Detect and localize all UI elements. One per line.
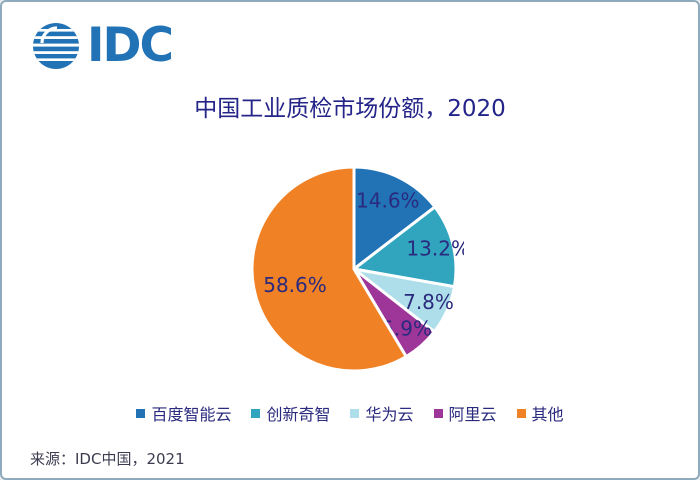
legend-label-3: 阿里云 bbox=[448, 405, 497, 424]
legend-label-4: 其他 bbox=[531, 405, 564, 424]
legend-swatch-1 bbox=[251, 409, 261, 418]
pie-slice-4 bbox=[250, 165, 408, 373]
idc-logo: IDC bbox=[32, 18, 174, 73]
legend-label-1: 创新奇智 bbox=[266, 405, 331, 424]
legend-label-0: 百度智能云 bbox=[151, 405, 232, 424]
pie-slice-label-4: 58.6% bbox=[263, 273, 327, 297]
legend-swatch-0 bbox=[136, 409, 146, 418]
legend: 百度智能云 创新奇智 华为云 阿里云 其他 bbox=[2, 401, 698, 425]
idc-globe-icon bbox=[33, 23, 79, 69]
legend-item-1: 创新奇智 bbox=[251, 401, 330, 425]
pie-chart-svg: 14.6%13.2%7.8%5.9%58.6% bbox=[250, 165, 470, 373]
pie-slice-label-0: 14.6% bbox=[356, 188, 420, 212]
pie-slice-label-1: 13.2% bbox=[406, 236, 464, 260]
pie-chart: 14.6% 13.2% 7.8% 5.9% 58.6% bbox=[244, 159, 470, 379]
pie-slice-label-2: 7.8% bbox=[403, 290, 454, 314]
legend-item-3: 阿里云 bbox=[433, 401, 497, 425]
legend-swatch-2 bbox=[350, 409, 360, 418]
legend-item-2: 华为云 bbox=[350, 401, 414, 425]
source-note: 来源：IDC中国，2021 bbox=[30, 450, 185, 468]
pie-slice-0 bbox=[352, 165, 437, 271]
legend-swatch-4 bbox=[516, 409, 526, 418]
idc-logo-text: IDC bbox=[87, 18, 174, 73]
pie-slice-1 bbox=[352, 205, 458, 289]
legend-item-4: 其他 bbox=[516, 401, 564, 425]
legend-item-0: 百度智能云 bbox=[136, 401, 231, 425]
chart-title: 中国工业质检市场份额，2020 bbox=[194, 96, 506, 122]
legend-label-2: 华为云 bbox=[365, 405, 414, 424]
legend-swatch-3 bbox=[433, 409, 443, 418]
